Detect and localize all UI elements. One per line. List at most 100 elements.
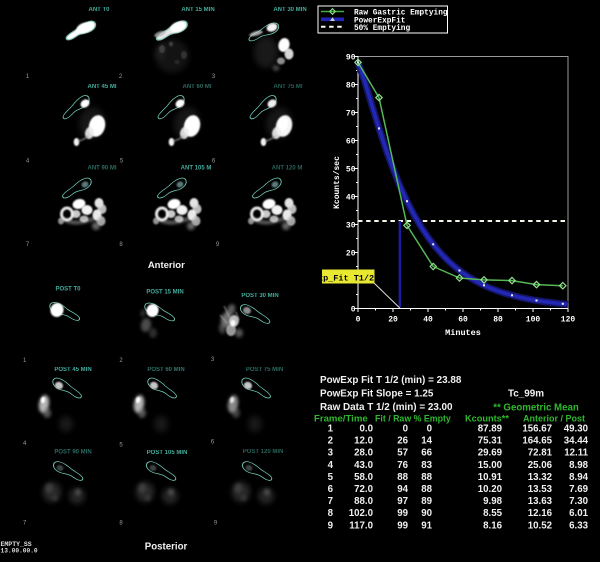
svg-text:PowerExpFit: PowerExpFit [354,17,405,25]
svg-text:ANT 15 MIN: ANT 15 MIN [181,7,214,13]
svg-text:58.0: 58.0 [354,472,373,483]
svg-text:2: 2 [119,358,123,364]
svg-text:76: 76 [397,460,408,471]
svg-text:3: 3 [328,448,334,459]
svg-text:POST 30 MIN: POST 30 MIN [241,293,278,299]
svg-text:0.0: 0.0 [360,424,373,435]
svg-text:** Geometric Mean: ** Geometric Mean [493,403,579,414]
svg-text:2: 2 [119,74,123,80]
svg-text:5: 5 [119,443,123,449]
svg-text:10.91: 10.91 [478,472,503,483]
svg-text:POST 45 MIN: POST 45 MIN [54,367,91,373]
svg-text:15.00: 15.00 [478,460,502,471]
svg-text:8: 8 [119,521,123,527]
svg-text:13.53: 13.53 [528,484,553,495]
svg-text:20: 20 [388,316,398,325]
svg-text:10.52: 10.52 [528,520,552,531]
svg-text:POST T0: POST T0 [55,287,81,293]
svg-text:9.98: 9.98 [483,496,502,507]
svg-text:8: 8 [119,242,123,248]
svg-text:72.81: 72.81 [528,448,553,459]
svg-text:Raw Gastric Emptying: Raw Gastric Emptying [354,10,448,18]
svg-text:88.0: 88.0 [354,496,373,507]
svg-text:156.67: 156.67 [522,424,552,435]
svg-text:60: 60 [458,316,468,325]
svg-text:26: 26 [397,436,408,447]
svg-text:43.0: 43.0 [354,460,373,471]
svg-text:ANT 105 M: ANT 105 M [181,166,212,172]
svg-text:72.0: 72.0 [354,484,373,495]
svg-text:87.89: 87.89 [478,424,503,435]
svg-text:20: 20 [346,249,356,258]
svg-text:29.69: 29.69 [478,448,503,459]
svg-text:8: 8 [328,508,334,519]
svg-text:Anterior: Anterior [148,260,185,271]
svg-text:75.31: 75.31 [478,436,503,447]
svg-text:ANT 30 MIN: ANT 30 MIN [273,7,306,13]
svg-text:POST 90 MIN: POST 90 MIN [54,450,91,456]
svg-text:80: 80 [493,316,503,325]
svg-text:Fit / Raw % Empty: Fit / Raw % Empty [375,414,451,424]
svg-text:2: 2 [328,436,333,447]
svg-text:3: 3 [212,74,216,80]
svg-text:164.65: 164.65 [522,436,552,447]
svg-text:10.20: 10.20 [478,484,502,495]
svg-text:12.16: 12.16 [528,508,553,519]
svg-text:6.01: 6.01 [569,508,588,519]
svg-text:7.30: 7.30 [569,496,588,507]
svg-text:8.55: 8.55 [483,508,502,519]
svg-text:7: 7 [23,521,27,527]
svg-text:9: 9 [328,520,334,531]
svg-text:91: 91 [421,520,432,531]
svg-text:7.69: 7.69 [569,484,588,495]
svg-text:POST 75 MIN: POST 75 MIN [246,367,283,373]
svg-text:30: 30 [346,221,356,230]
svg-text:Kcounts/sec: Kcounts/sec [333,156,342,209]
svg-text:0: 0 [403,424,408,435]
svg-text:ANT 75 MI: ANT 75 MI [273,84,302,90]
svg-text:90: 90 [346,53,356,62]
svg-text:49.30: 49.30 [564,424,588,435]
svg-text:PowExp Fit T 1/2 (min) = 23.88: PowExp Fit T 1/2 (min) = 23.88 [320,375,462,386]
svg-text:ANT 45 MI: ANT 45 MI [87,84,116,90]
svg-text:0: 0 [356,316,361,325]
svg-text:120: 120 [561,316,576,325]
svg-text:1: 1 [26,74,30,80]
svg-text:4: 4 [26,159,30,165]
svg-text:ANT 120 M: ANT 120 M [272,166,303,172]
svg-text:4: 4 [328,460,334,471]
svg-text:94: 94 [397,484,408,495]
svg-text:50% Emptying: 50% Emptying [354,25,410,33]
svg-text:5: 5 [120,159,124,165]
svg-text:4: 4 [23,441,27,447]
svg-text:1: 1 [328,424,334,435]
svg-text:7: 7 [26,242,30,248]
svg-text:117.0: 117.0 [349,520,373,531]
svg-text:6.33: 6.33 [569,520,588,531]
svg-text:1: 1 [23,358,27,364]
svg-text:80: 80 [346,81,356,90]
svg-text:0: 0 [427,424,432,435]
svg-text:90: 90 [421,508,432,519]
svg-text:99: 99 [397,520,408,531]
svg-text:88: 88 [421,484,432,495]
svg-text:Tc_99m: Tc_99m [508,389,544,400]
svg-text:40: 40 [346,193,356,202]
svg-text:POST 15 MIN: POST 15 MIN [146,290,183,296]
svg-text:ANT 60 MI: ANT 60 MI [182,84,211,90]
svg-text:xp_Fit T1/2: xp_Fit T1/2 [318,274,374,284]
svg-text:POST 60 MIN: POST 60 MIN [147,367,184,373]
svg-text:PowExp Fit Slope = 1.25: PowExp Fit Slope = 1.25 [320,389,434,400]
svg-text:8.16: 8.16 [483,520,502,531]
svg-text:60: 60 [346,137,356,146]
svg-text:Anterior / Post: Anterior / Post [523,414,585,424]
svg-text:Kcounts**: Kcounts** [465,414,509,424]
svg-text:Posterior: Posterior [145,542,188,553]
svg-text:Minutes: Minutes [445,328,481,338]
svg-text:9: 9 [214,521,218,527]
svg-text:34.44: 34.44 [564,436,589,447]
svg-text:89: 89 [421,496,432,507]
svg-text:6: 6 [212,159,216,165]
svg-text:99: 99 [397,508,408,519]
svg-text:9: 9 [216,242,220,248]
